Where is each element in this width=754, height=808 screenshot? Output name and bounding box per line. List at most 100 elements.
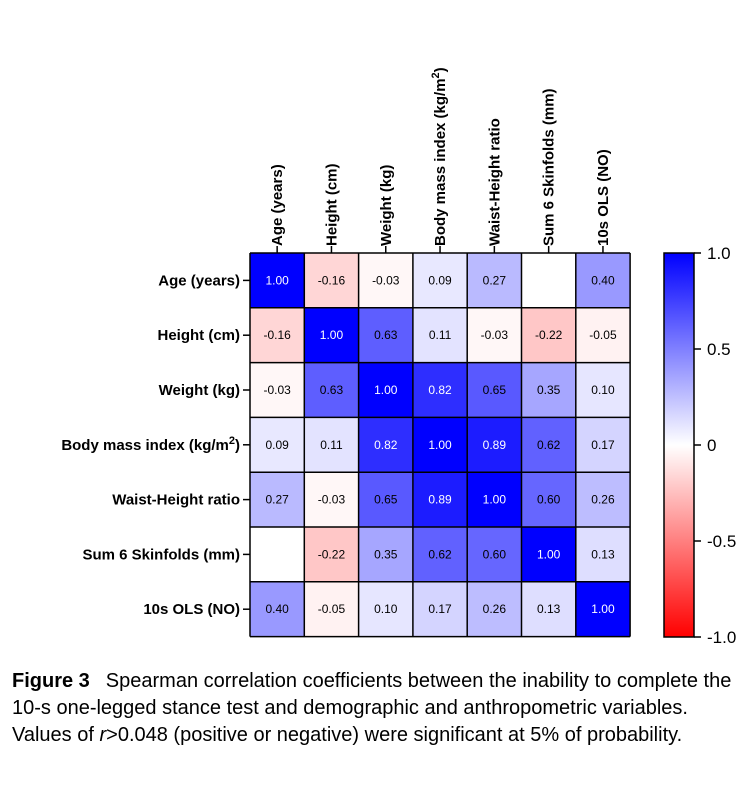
- heatmap-cell: [250, 362, 305, 418]
- cell-value-label: 0.89: [483, 438, 507, 452]
- heatmap-cell: [358, 253, 413, 308]
- heatmap-cell: [358, 472, 413, 527]
- color-scale-tick-label: -0.5: [707, 532, 736, 551]
- color-scale-tick-label: 0: [707, 436, 716, 455]
- cell-value-label: -0.22: [535, 328, 563, 342]
- column-label: Weight (kg): [378, 165, 395, 246]
- heatmap-cell: [521, 253, 576, 308]
- cell-value-label: 0.13: [591, 547, 615, 561]
- heatmap-cell: [575, 581, 631, 637]
- cell-value-label: 0.89: [428, 493, 452, 507]
- caption-r-symbol: r: [99, 724, 107, 746]
- heatmap-cell: [521, 472, 576, 527]
- heatmap-cell: [412, 307, 468, 363]
- cell-value-label: 1.00: [374, 383, 398, 397]
- cell-value-label: 0.13: [537, 602, 561, 616]
- row-labels: Age (years) Height (cm) Weight (kg) Body ma…: [61, 272, 250, 618]
- heatmap-cell: [521, 581, 576, 637]
- cell-value-label: -0.03: [372, 273, 400, 287]
- row-label: Weight (kg): [159, 382, 240, 399]
- column-label: Sum 6 Skinfolds (mm): [541, 88, 558, 246]
- heatmap-cell: [250, 253, 305, 308]
- row-label: Height (cm): [158, 327, 241, 344]
- cell-value-label: 0.35: [537, 383, 561, 397]
- cell-value-label: -0.03: [318, 493, 346, 507]
- cell-value-label: 0.35: [374, 547, 398, 561]
- heatmap-cell: [412, 253, 468, 308]
- row-label: Age (years): [158, 272, 240, 289]
- cell-value-label: -0.16: [318, 273, 346, 287]
- heatmap-cell: [521, 417, 576, 473]
- heatmap-cell: [250, 307, 305, 363]
- heatmap-cell: [467, 362, 522, 418]
- figure-label: Figure 3: [12, 670, 90, 692]
- row-label: Waist-Height ratio: [112, 492, 240, 509]
- heatmap-cell: [521, 307, 576, 363]
- row-label: Body mass index (kg/m2): [61, 435, 240, 454]
- row-label: 10s OLS (NO): [143, 601, 240, 618]
- cell-value-label: 0.63: [320, 383, 344, 397]
- cell-value-label: 0.26: [591, 493, 615, 507]
- cell-value-label: -0.22: [318, 547, 346, 561]
- heatmap-cell: [467, 527, 522, 582]
- column-label: Body mass index (kg/m2): [430, 67, 449, 246]
- heatmap-cell: [575, 472, 631, 527]
- heatmap-cell: [358, 362, 413, 418]
- cell-value-label: 0.82: [428, 383, 452, 397]
- heatmap-cell: [250, 472, 305, 527]
- caption-text-start: Spearman correlation coefficients betwee…: [12, 670, 732, 746]
- cell-value-label: -0.05: [318, 602, 346, 616]
- cell-value-label: 0.63: [374, 328, 398, 342]
- color-scale-bar: [663, 252, 695, 638]
- heatmap-cell: [521, 527, 576, 582]
- heatmap-cell: [412, 581, 468, 637]
- color-scale-tick-label: -1.0: [707, 628, 736, 647]
- heatmap-cell: [250, 417, 305, 473]
- column-label: Age (years): [269, 164, 286, 246]
- cell-value-label: 1.00: [537, 547, 561, 561]
- cell-value-label: 1.00: [265, 273, 289, 287]
- cell-value-label: -0.16: [263, 328, 291, 342]
- cell-value-label: 1.00: [591, 602, 615, 616]
- cell-value-label: 0.27: [265, 493, 289, 507]
- cell-value-label: 0.62: [428, 547, 452, 561]
- heatmap-cell: [250, 527, 305, 582]
- cell-value-label: -0.03: [481, 328, 509, 342]
- heatmap-cell: [304, 253, 359, 308]
- cell-value-label: 0.11: [320, 438, 343, 452]
- heatmap-cell: [358, 307, 413, 363]
- cell-value-label: 0.10: [591, 383, 615, 397]
- column-label: Waist-Height ratio: [486, 118, 503, 246]
- heatmap-cell: [412, 527, 468, 582]
- heatmap-cell: [467, 253, 522, 308]
- cell-value-label: 0.26: [483, 602, 507, 616]
- figure-caption: Figure 3 Spearman correlation coefficient…: [12, 668, 747, 749]
- heatmap-cell: [412, 472, 468, 527]
- heatmap-cell: [304, 307, 359, 363]
- cell-value-label: 1.00: [428, 438, 452, 452]
- heatmap-cell: [575, 253, 631, 308]
- cell-value-label: 0.82: [374, 438, 398, 452]
- heatmap-cell: [575, 417, 631, 473]
- heatmap-cell: [467, 417, 522, 473]
- cell-value-label: 0.17: [428, 602, 452, 616]
- heatmap-cell: [304, 417, 359, 473]
- heatmap-cell: [575, 527, 631, 582]
- cell-value-label: 0.65: [483, 383, 507, 397]
- cell-value-label: 0.65: [374, 493, 398, 507]
- caption-text-end: >0.048 (positive or negative) were signi…: [106, 724, 683, 746]
- cell-value-label: -0.03: [263, 383, 291, 397]
- heatmap-cell: [358, 581, 413, 637]
- cell-value-label: 0.40: [265, 602, 289, 616]
- cell-value-label: 0.09: [428, 273, 452, 287]
- column-label: Height (cm): [323, 163, 340, 246]
- color-scale-gradient: [663, 252, 695, 638]
- heatmap-cell: [304, 527, 359, 582]
- cell-value-label: 1.00: [320, 328, 344, 342]
- heatmap-cell: [575, 362, 631, 418]
- correlation-heatmap: 1.00 -0.16 -0.03 0.09 0.27 0.40 -0.16 1.00 0.63 0…: [61, 67, 736, 647]
- heatmap-cell: [304, 581, 359, 637]
- cell-value-label: -0.05: [589, 328, 617, 342]
- cell-value-label: 0.60: [537, 493, 561, 507]
- color-scale-tick-label: 0.5: [707, 340, 731, 359]
